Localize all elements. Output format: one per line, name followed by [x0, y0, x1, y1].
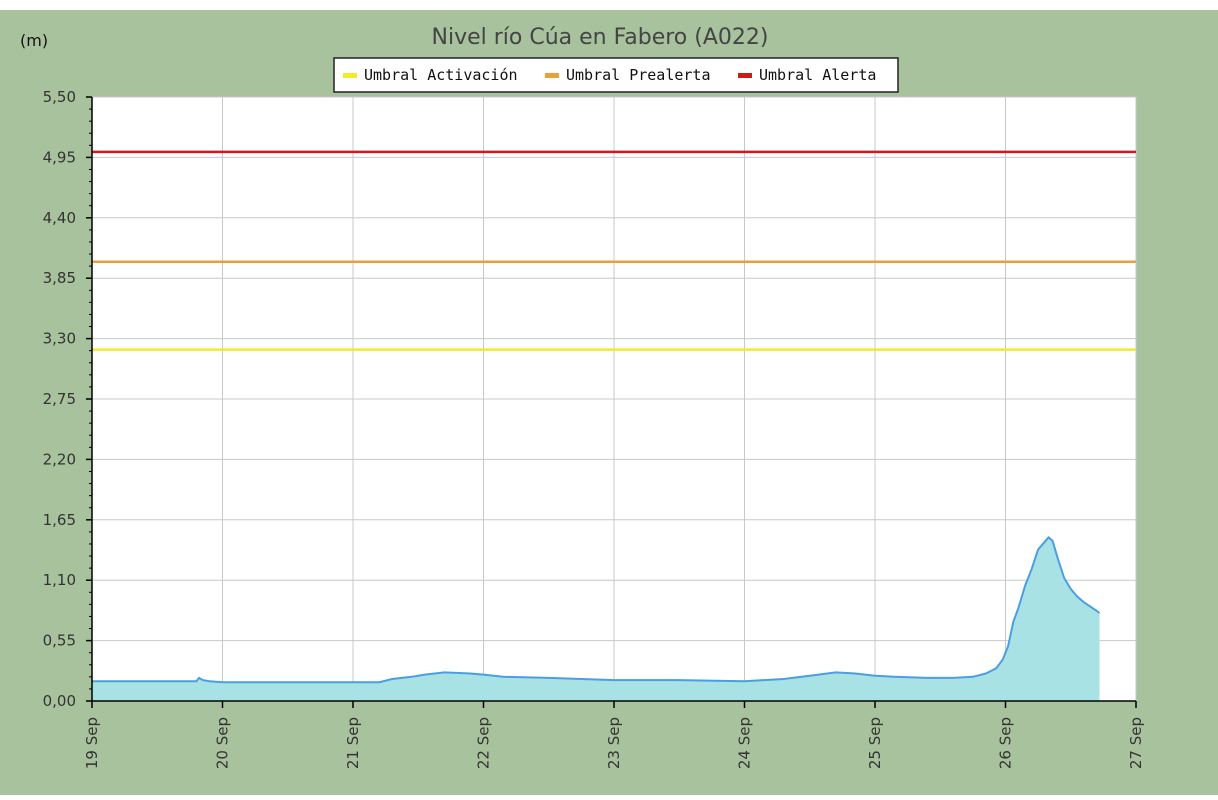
chart-title: Nivel río Cúa en Fabero (A022) [432, 25, 769, 50]
legend-label: Umbral Alerta [759, 66, 876, 84]
y-axis-label: (m) [20, 31, 48, 50]
x-tick-label: 20 Sep [214, 717, 232, 769]
x-tick-label: 22 Sep [475, 717, 493, 769]
x-tick-label: 27 Sep [1127, 717, 1145, 769]
y-tick-label: 3,30 [43, 330, 76, 348]
x-tick-label: 23 Sep [605, 717, 623, 769]
x-tick-label: 26 Sep [997, 717, 1015, 769]
axes [86, 96, 1137, 708]
grid [92, 96, 1137, 701]
threshold-lines [92, 150, 1136, 351]
x-tick-labels: 19 Sep 20 Sep 21 Sep 22 Sep 23 Sep 24 Sep 25 S… [83, 717, 1145, 769]
y-tick-label: 1,10 [43, 571, 76, 589]
legend: Umbral Activación Umbral Prealerta Umbral … [333, 57, 899, 93]
y-tick-labels: 0,00 0,55 1,10 1,65 2,20 2,75 3,30 3,85 4,40 4,95… [43, 88, 76, 710]
x-tick-label: 24 Sep [736, 717, 754, 769]
legend-box [333, 57, 899, 93]
level-area-fill [92, 537, 1100, 701]
y-tick-label: 4,95 [43, 148, 76, 166]
legend-swatch [738, 73, 752, 78]
y-tick-label: 0,55 [43, 632, 76, 650]
y-tick-label: 3,85 [43, 269, 76, 287]
legend-swatch [343, 73, 357, 78]
y-tick-label: 0,00 [43, 692, 76, 710]
bottom-margin [0, 795, 1218, 800]
legend-label: Umbral Activación [364, 66, 518, 84]
y-tick-label: 2,20 [43, 450, 76, 468]
y-tick-label: 5,50 [43, 88, 76, 106]
area-series [92, 536, 1101, 701]
y-tick-label: 4,40 [43, 209, 76, 227]
level-line [92, 536, 1101, 684]
x-tick-label: 25 Sep [866, 717, 884, 769]
y-tick-label: 1,65 [43, 511, 76, 529]
legend-label: Umbral Prealerta [566, 66, 711, 84]
x-tick-label: 19 Sep [83, 717, 101, 769]
x-tick-label: 21 Sep [344, 717, 362, 769]
y-tick-label: 2,75 [43, 390, 76, 408]
legend-swatch [545, 73, 559, 78]
top-margin [0, 0, 1218, 10]
